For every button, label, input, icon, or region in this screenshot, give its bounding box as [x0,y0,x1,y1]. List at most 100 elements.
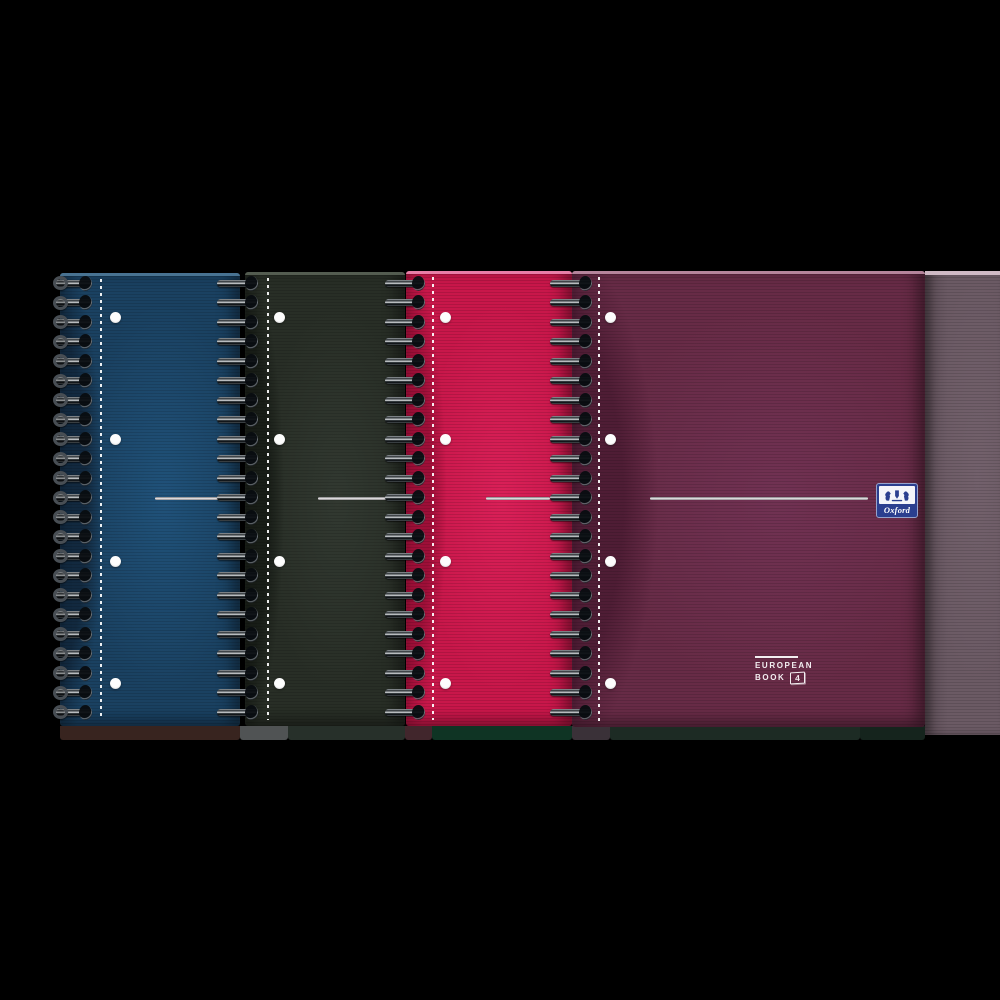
spiral-coil-hole [579,314,592,330]
spiral-coil [217,591,258,599]
perforation-dotted-line [267,278,269,720]
spiral-coil-hole [245,314,258,330]
spiral-coil-hole [579,548,592,564]
spiral-coil-hole [579,529,592,544]
spiral-coil-loop [53,568,68,583]
spiral-coil-hole [245,587,258,603]
spiral-coil-loop [53,705,68,719]
spiral-coil-hole [245,626,258,642]
european-book-label: EUROPEAN BOOK 4 [755,656,813,684]
spiral-coil [550,533,592,540]
spiral-coil-hole [579,470,592,486]
spiral-coil [54,552,92,560]
notebook-cover-burgundy [550,271,925,727]
spiral-coil [54,708,92,716]
spiral-coil [54,689,92,696]
spiral-coil-hole [579,353,592,369]
spiral-coil-hole [245,353,258,369]
punch-hole [109,677,121,689]
cover-top-edge [245,272,405,275]
spiral-coil [385,377,425,384]
spiral-coil-hole [245,704,258,720]
notebook-cover-grey-mauve-sliver [925,271,1000,735]
spiral-coil-loop [53,451,68,466]
spiral-coil [217,455,258,462]
spiral-coil-hole [79,568,92,583]
spiral-coil-loop [53,334,68,349]
spiral-coil-loop [53,549,68,563]
spiral-coil [385,630,425,638]
spiral-coil-hole [245,392,258,408]
spiral-coil-hole [579,295,592,310]
spiral-coil-hole [579,334,592,349]
spiral-coil [217,669,258,677]
spiral-coil [385,299,425,306]
spiral-coil [550,279,592,287]
spiral-coil-hole [579,568,592,583]
spiral-coil-loop [53,627,68,641]
spiral-coil [385,416,425,423]
spiral-coil-loop [53,510,68,524]
notebook-cover-black-green [217,272,405,726]
spiral-coil-loop [53,666,68,680]
spiral-coil-hole [412,275,425,291]
spiral-coil [54,299,92,306]
back-cover-edge [240,726,288,740]
spiral-coil [54,279,92,287]
spiral-coil [550,650,592,657]
spiral-coil-hole [412,353,425,369]
spiral-coil [550,689,592,696]
spiral-coil [54,611,92,618]
spiral-coil [54,416,92,423]
spiral-coil-hole [412,392,425,408]
oxford-wordmark: Oxford [883,504,911,515]
spiral-coil [385,591,425,599]
spiral-coil-hole [579,704,592,720]
spiral-coil-loop [53,607,68,622]
spiral-coil-hole [245,490,258,505]
punch-hole [109,311,121,323]
spiral-coil-hole [79,509,92,525]
spiral-coil-loop [53,393,68,407]
spiral-coil [550,630,592,638]
label-rule [755,656,798,658]
spiral-coil-hole [245,548,258,564]
back-cover-edge [860,726,925,740]
spiral-coil-hole [245,412,258,427]
spiral-coil [550,591,592,599]
spiral-coil [385,708,425,716]
spiral-coil [550,455,592,462]
spiral-coil [217,396,258,404]
perforation-dotted-line [432,277,434,720]
spiral-coil [550,494,592,501]
spiral-coil-loop [53,490,68,505]
spiral-coil [217,435,258,443]
spiral-coil [217,513,258,521]
spiral-coil-hole [245,470,258,486]
spiral-coil-loop [53,432,68,446]
spiral-coil-hole [79,275,92,291]
punch-hole [604,555,616,567]
spiral-coil-hole [79,334,92,349]
spiral-coil-hole [245,509,258,525]
cover-top-edge [572,271,925,274]
spiral-coil [217,338,258,345]
spiral-coil [217,494,258,501]
spiral-coil [217,299,258,306]
punch-hole [604,677,616,689]
spiral-coil [385,669,425,677]
spiral-coil [550,357,592,365]
spiral-coil [550,611,592,618]
spiral-coil [385,552,425,560]
spiral-coil-hole [412,470,425,486]
spiral-coil-hole [412,646,425,661]
spiral-coil-hole [245,529,258,544]
spiral-coil-hole [79,490,92,505]
notebook-cover-raspberry-red [385,271,572,726]
spiral-coil [550,572,592,579]
spiral-coil [550,416,592,423]
spiral-coil-hole [412,568,425,583]
label-line2: BOOK [755,672,786,682]
spiral-coil [217,318,258,326]
spiral-coil [385,689,425,696]
